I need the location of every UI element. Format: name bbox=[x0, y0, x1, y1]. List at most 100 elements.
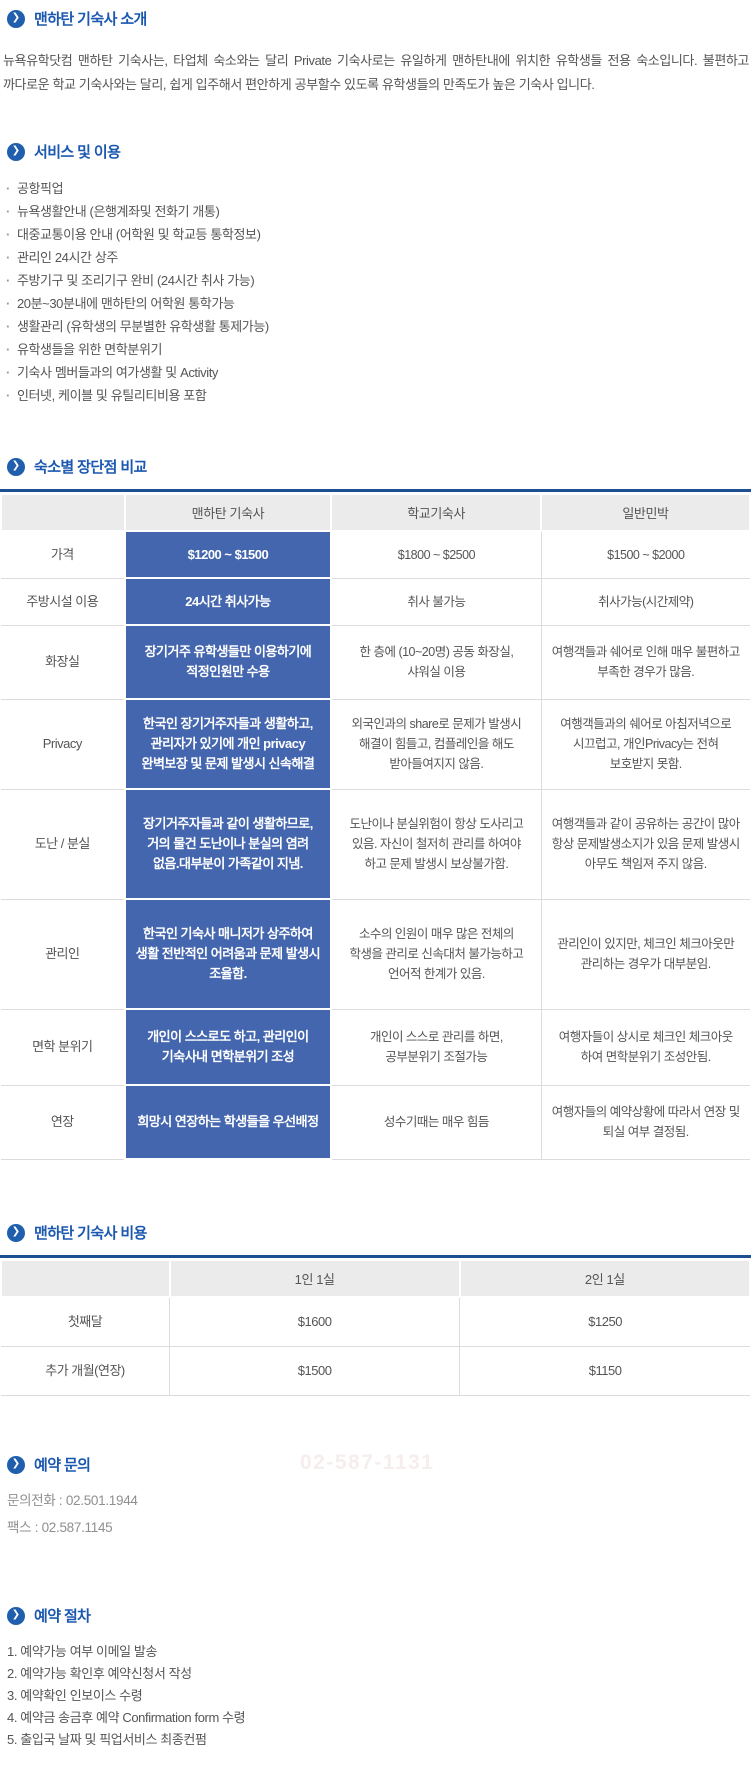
list-item: · 생활관리 (유학생의 무분별한 유학생활 통제가능) bbox=[6, 318, 751, 335]
table-row: 관리인 한국인 기숙사 매니저가 상주하여 생활 전반적인 어려움과 문제 발생… bbox=[1, 898, 750, 1010]
cell-manhattan: 장기거주자들과 같이 생활하므로, 거의 물건 도난이나 분실의 염려 없음.대… bbox=[123, 788, 333, 900]
procedure-list: 1. 예약가능 여부 이메일 발송 2. 예약가능 확인후 예약신청서 작성 3… bbox=[0, 1644, 751, 1748]
list-item: · 주방기구 및 조리기구 완비 (24시간 취사 가능) bbox=[6, 272, 751, 289]
cell-manhattan: 희망시 연장하는 학생들을 우선배정 bbox=[123, 1084, 333, 1160]
table-top-border bbox=[0, 489, 751, 492]
service-item-text: 뉴욕생활안내 (은행계좌및 전화기 개통) bbox=[16, 204, 220, 219]
cell-manhattan: 한국인 장기거주자들과 생활하고, 관리자가 있기에 개인 privacy 완벽… bbox=[123, 698, 333, 790]
service-item-text: 주방기구 및 조리기구 완비 (24시간 취사 가능) bbox=[16, 273, 255, 288]
inquiry-phone: 문의전화 : 02.501.1944 bbox=[7, 1493, 138, 1508]
list-item: · 20분~30분내에 맨하탄의 어학원 통학가능 bbox=[6, 295, 751, 312]
cell-guesthouse: 취사가능(시간제약) bbox=[540, 577, 750, 626]
cell-single-price: $1600 bbox=[169, 1296, 461, 1347]
inquiry-fax: 팩스 : 02.587.1145 bbox=[7, 1520, 113, 1535]
cell-double-price: $1250 bbox=[459, 1296, 750, 1347]
chevron-right-icon bbox=[7, 1223, 25, 1242]
chevron-right-icon bbox=[7, 142, 25, 161]
table-row: 연장 희망시 연장하는 학생들을 우선배정 성수기때는 매우 힘듬 여행자들의 … bbox=[1, 1084, 750, 1160]
table-row: 추가 개월(연장) $1500 $1150 bbox=[1, 1346, 750, 1396]
row-label: 첫째달 bbox=[1, 1296, 171, 1347]
list-item: 4. 예약금 송금후 예약 Confirmation form 수령 bbox=[7, 1710, 246, 1725]
column-header-guesthouse: 일반민박 bbox=[540, 493, 751, 532]
table-row: 화장실 장기거주 유학생들만 이용하기에 적정인원만 수용 한 층에 (10~2… bbox=[1, 624, 750, 700]
section-procedure: 예약 절차 1. 예약가능 여부 이메일 발송 2. 예약가능 확인후 예약신청… bbox=[0, 1605, 751, 1768]
list-item: 2. 예약가능 확인후 예약신청서 작성 bbox=[7, 1666, 192, 1681]
cell-manhattan: 한국인 기숙사 매니저가 상주하여 생활 전반적인 어려움과 문제 발생시 조율… bbox=[123, 898, 333, 1010]
section-intro: 맨하탄 기숙사 소개 뉴욕유학닷컴 맨하탄 기숙사는, 타업체 숙소와는 달리 … bbox=[0, 8, 751, 97]
chevron-right-icon bbox=[7, 9, 25, 28]
service-item-text: 기숙사 멤버들과의 여가생활 및 Activity bbox=[16, 365, 219, 380]
services-list: · 공항픽업 · 뉴욕생활안내 (은행계좌및 전화기 개통) · 대중교통이용 안내 … bbox=[0, 180, 751, 404]
table-row: 가격 $1200 ~ $1500 $1800 ~ $2500 $1500 ~ $… bbox=[1, 530, 750, 579]
bullet-icon: · bbox=[6, 181, 10, 196]
bullet-icon: · bbox=[6, 365, 10, 380]
list-item: · 공항픽업 bbox=[6, 180, 751, 197]
bullet-icon: · bbox=[6, 319, 10, 334]
bullet-icon: · bbox=[6, 342, 10, 357]
cell-school: 취사 불가능 bbox=[330, 577, 542, 626]
bullet-icon: · bbox=[6, 296, 10, 311]
cell-manhattan: 24시간 취사가능 bbox=[123, 577, 333, 626]
cell-school: 도난이나 분실위험이 항상 도사리고 있음. 자신이 철저히 관리를 하여야 하… bbox=[330, 788, 542, 900]
list-item: · 유학생들을 위한 면학분위기 bbox=[6, 341, 751, 358]
table-header-row: 1인 1실 2인 1실 bbox=[0, 1259, 751, 1298]
contact-info: 문의전화 : 02.501.1944 팩스 : 02.587.1145 bbox=[0, 1487, 751, 1541]
service-item-text: 공항픽업 bbox=[16, 181, 64, 196]
row-label: Privacy bbox=[1, 698, 126, 790]
column-header-empty bbox=[0, 1259, 171, 1298]
bullet-icon: · bbox=[6, 273, 10, 288]
table-row: 도난 / 분실 장기거주자들과 같이 생활하므로, 거의 물건 도난이나 분실의… bbox=[1, 788, 750, 900]
list-item: 5. 출입국 날짜 및 픽업서비스 최종컨펌 bbox=[7, 1732, 207, 1747]
row-label: 연장 bbox=[1, 1084, 126, 1160]
column-header-single: 1인 1실 bbox=[168, 1259, 461, 1298]
table-header-row: 맨하탄 기숙사 학교기숙사 일반민박 bbox=[0, 493, 751, 532]
service-item-text: 생활관리 (유학생의 무분별한 유학생활 통제가능) bbox=[16, 319, 269, 334]
row-label: 관리인 bbox=[1, 898, 126, 1010]
bullet-icon: · bbox=[6, 204, 10, 219]
bullet-icon: · bbox=[6, 227, 10, 242]
cell-guesthouse: 여행객들과의 쉐어로 아침저녁으로 시끄럽고, 개인Privacy는 전혀 보호… bbox=[540, 698, 750, 790]
section-header-procedure: 예약 절차 bbox=[7, 1605, 751, 1626]
cell-school: 소수의 인원이 매우 많은 전체의 학생을 관리로 신속대처 불가능하고 언어적… bbox=[330, 898, 542, 1010]
section-services: 서비스 및 이용 · 공항픽업 · 뉴욕생활안내 (은행계좌및 전화기 개통) · 대… bbox=[0, 141, 751, 404]
list-item: · 뉴욕생활안내 (은행계좌및 전화기 개통) bbox=[6, 203, 751, 220]
bullet-icon: · bbox=[6, 388, 10, 403]
cell-double-price: $1150 bbox=[459, 1346, 750, 1396]
table-row: Privacy 한국인 장기거주자들과 생활하고, 관리자가 있기에 개인 pr… bbox=[1, 698, 750, 790]
table-row: 첫째달 $1600 $1250 bbox=[1, 1296, 750, 1347]
list-item: · 인터넷, 케이블 및 유틸리티비용 포함 bbox=[6, 387, 751, 404]
section-comparison: 숙소별 장단점 비교 맨하탄 기숙사 학교기숙사 일반민박 가격 $1200 ~… bbox=[0, 456, 751, 1160]
cell-school: 외국인과의 share로 문제가 발생시 해결이 힘들고, 컴플레인을 해도 받… bbox=[330, 698, 542, 790]
cell-manhattan: 장기거주 유학생들만 이용하기에 적정인원만 수용 bbox=[123, 624, 333, 700]
cell-manhattan: 개인이 스스로도 하고, 관리인이 기숙사내 면학분위기 조성 bbox=[123, 1008, 333, 1086]
service-item-text: 20분~30분내에 맨하탄의 어학원 통학가능 bbox=[16, 296, 235, 311]
chevron-right-icon bbox=[7, 1455, 25, 1474]
table-top-border bbox=[0, 1255, 751, 1258]
row-label: 가격 bbox=[1, 530, 126, 579]
section-header-intro: 맨하탄 기숙사 소개 bbox=[7, 8, 751, 29]
intro-paragraph: 뉴욕유학닷컴 맨하탄 기숙사는, 타업체 숙소와는 달리 Private 기숙사… bbox=[3, 53, 749, 92]
cell-school: 한 층에 (10~20명) 공동 화장실, 샤워실 이용 bbox=[330, 624, 542, 700]
cell-school: 개인이 스스로 관리를 하면, 공부분위기 조절가능 bbox=[330, 1008, 542, 1086]
service-item-text: 대중교통이용 안내 (어학원 및 학교등 통학정보) bbox=[16, 227, 261, 242]
section-title-pricing: 맨하탄 기숙사 비용 bbox=[34, 1225, 147, 1242]
row-label: 화장실 bbox=[1, 624, 126, 700]
list-item: · 관리인 24시간 상주 bbox=[6, 249, 751, 266]
cell-guesthouse: 관리인이 있지만, 체크인 체크아웃만 관리하는 경우가 대부분임. bbox=[540, 898, 750, 1010]
column-header-double: 2인 1실 bbox=[458, 1259, 751, 1298]
service-item-text: 인터넷, 케이블 및 유틸리티비용 포함 bbox=[16, 388, 207, 403]
pricing-table: 1인 1실 2인 1실 첫째달 $1600 $1250 추가 개월(연장) $1… bbox=[0, 1259, 751, 1396]
section-title-procedure: 예약 절차 bbox=[34, 1608, 91, 1625]
list-item: · 대중교통이용 안내 (어학원 및 학교등 통학정보) bbox=[6, 226, 751, 243]
cell-guesthouse: 여행객들과 쉐어로 인해 매우 불편하고 부족한 경우가 많음. bbox=[540, 624, 750, 700]
cell-guesthouse: 여행자들의 예약상황에 따라서 연장 및 퇴실 여부 결정됨. bbox=[540, 1084, 750, 1160]
cell-school: $1800 ~ $2500 bbox=[330, 530, 542, 579]
section-header-inquiry: 예약 문의 bbox=[7, 1454, 751, 1475]
column-header-school: 학교기숙사 bbox=[330, 493, 543, 532]
section-header-comparison: 숙소별 장단점 비교 bbox=[7, 456, 751, 477]
list-item: 1. 예약가능 여부 이메일 발송 bbox=[7, 1644, 158, 1659]
table-row: 주방시설 이용 24시간 취사가능 취사 불가능 취사가능(시간제약) bbox=[1, 577, 750, 626]
section-pricing: 맨하탄 기숙사 비용 1인 1실 2인 1실 첫째달 $1600 $1250 추… bbox=[0, 1222, 751, 1396]
section-title-services: 서비스 및 이용 bbox=[34, 144, 121, 161]
